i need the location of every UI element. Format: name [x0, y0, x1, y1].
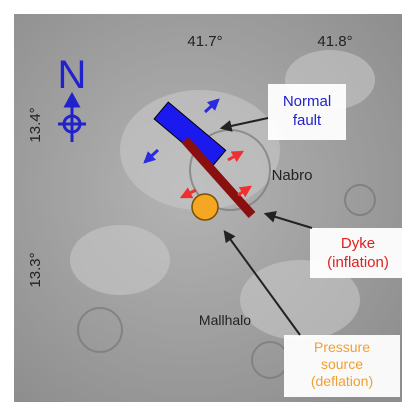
- map-figure: 41.7° 41.8° 13.4° 13.3° N Normalfault Na…: [0, 0, 410, 410]
- nabro-label: Nabro: [272, 167, 313, 184]
- pressure-source: [192, 194, 218, 220]
- latitude-label: 13.4°: [27, 107, 44, 142]
- longitude-label: 41.8°: [317, 33, 352, 50]
- longitude-label: 41.7°: [187, 33, 222, 50]
- latitude-label: 13.3°: [27, 252, 44, 287]
- north-label: N: [58, 53, 87, 97]
- mallhalo-label: Mallhalo: [199, 312, 251, 328]
